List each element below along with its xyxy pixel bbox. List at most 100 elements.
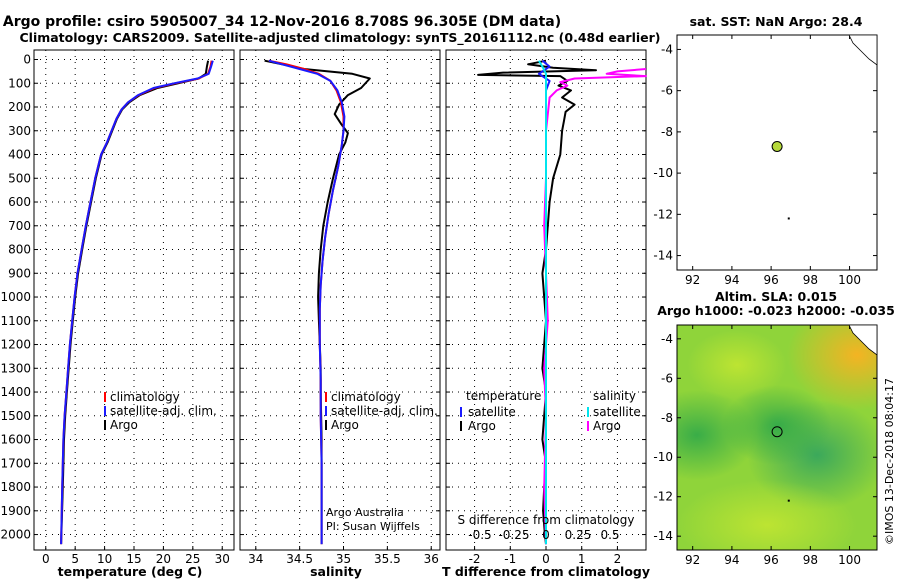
sla-low	[722, 385, 832, 465]
credit-line: PI: Susan Wijffels	[326, 520, 420, 533]
map-lat-label: -14	[653, 529, 673, 543]
map-lon-label: 100	[838, 553, 861, 567]
map-lat-label: -12	[653, 490, 673, 504]
x-axis-label: T difference from climatology	[442, 564, 650, 579]
map-frame	[676, 324, 878, 551]
y-tick-label: 700	[8, 219, 31, 233]
series-line	[543, 68, 647, 545]
y-tick-label: 1100	[0, 314, 31, 328]
y-tick-label: 1900	[0, 504, 31, 518]
series-line	[477, 59, 597, 545]
x-tick-label: 30	[215, 552, 230, 566]
x-tick-label: 0	[42, 552, 50, 566]
y-tick-label: 800	[8, 243, 31, 257]
sla-field	[677, 325, 877, 550]
y-tick-label: 500	[8, 171, 31, 185]
profile-panels: 0 5 10 15 20 25 300100200300400500600700800900…	[0, 49, 650, 579]
map-frame	[676, 34, 878, 271]
float-marker	[771, 140, 783, 152]
credit-line: Argo Australia	[326, 506, 404, 519]
y-tick-label: 1300	[0, 361, 31, 375]
legend-heading: temperature	[466, 389, 541, 403]
sla-title: Altim. SLA: 0.015	[715, 289, 837, 304]
map-lon-label: 98	[803, 273, 818, 287]
x-tick-label: 34	[248, 552, 263, 566]
legend-label: Argo	[331, 418, 359, 432]
map-lat-label: -12	[653, 207, 673, 221]
legend-label: climatology	[331, 390, 401, 404]
series-line	[268, 59, 345, 545]
x-tick-label: 25	[185, 552, 200, 566]
x-tick-label: 2	[614, 552, 622, 566]
y-tick-label: 100	[8, 76, 31, 90]
x-tick-label: 20	[156, 552, 171, 566]
legend-label: satellite-adj. clim.	[331, 404, 438, 418]
y-tick-label: 300	[8, 124, 31, 138]
y-tick-label: 600	[8, 195, 31, 209]
sla-subtitle: Argo h1000: -0.023 h2000: -0.035	[657, 303, 895, 318]
x-tick-label: -2	[469, 552, 481, 566]
legend-label: Argo	[593, 419, 621, 433]
x-tick-label: 35	[336, 552, 351, 566]
series-line	[60, 60, 213, 545]
map-lon-label: 100	[838, 273, 861, 287]
legend-heading: salinity	[593, 389, 636, 403]
x-tick-label: 35.5	[374, 552, 401, 566]
x-tick-label: 36	[424, 552, 439, 566]
s-axis-label: S difference from climatology	[458, 513, 635, 527]
legend-label: Argo	[110, 418, 138, 432]
map-lat-label: -4	[661, 42, 673, 56]
map-lon-label: 92	[685, 553, 700, 567]
map-lat-label: -14	[653, 249, 673, 263]
panel-difference: -2 -1 0 1 2T difference from climatology	[442, 49, 650, 579]
float-marker	[771, 426, 783, 438]
figure-title: Argo profile: csiro 5905007_34 12-Nov-20…	[3, 14, 561, 30]
y-tick-label: 900	[8, 266, 31, 280]
x-tick-label: 5	[71, 552, 79, 566]
s-tick-label: 0.25	[565, 528, 592, 542]
coastline	[848, 34, 878, 66]
watermark: ©IMOS 13-Dec-2018 08:04:17	[883, 378, 896, 545]
legend-label: Argo	[468, 419, 496, 433]
panel-frame	[239, 49, 441, 551]
y-tick-label: 1800	[0, 480, 31, 494]
map-lat-label: -4	[661, 332, 673, 346]
y-tick-label: 1000	[0, 290, 31, 304]
y-tick-label: 1200	[0, 338, 31, 352]
sla-map: -4 -6 -8 -10 -12 -14 92 94 96 98 100	[653, 324, 878, 567]
map-lon-label: 96	[763, 273, 778, 287]
sla-high	[787, 325, 877, 410]
map-lat-label: -8	[661, 125, 673, 139]
y-tick-label: 1700	[0, 456, 31, 470]
sla-mid	[677, 480, 857, 550]
y-tick-label: 200	[8, 100, 31, 114]
map-lat-label: -6	[661, 371, 673, 385]
s-tick-label: -0.5	[468, 528, 491, 542]
map-panels: sat. SST: NaN Argo: 28.4 -4 -6 -8 -10 -12 -14 9…	[653, 14, 895, 567]
x-tick-label: -1	[504, 552, 516, 566]
x-tick-label: 0	[542, 552, 550, 566]
map-lat-label: -10	[653, 450, 673, 464]
x-tick-label: 34.5	[286, 552, 313, 566]
map-lon-label: 92	[685, 273, 700, 287]
series-line	[268, 59, 346, 545]
map-lat-label: -10	[653, 166, 673, 180]
map-lat-label: -8	[661, 411, 673, 425]
legend-label: satellite	[468, 405, 516, 419]
figure-subtitle: Climatology: CARS2009. Satellite-adjuste…	[19, 30, 660, 46]
x-tick-label: 15	[126, 552, 141, 566]
y-tick-label: 0	[23, 53, 31, 67]
sla-mid	[687, 330, 787, 400]
s-tick-label: 0.5	[600, 528, 619, 542]
sst-map-title: sat. SST: NaN Argo: 28.4	[690, 14, 863, 29]
map-lon-label: 94	[724, 273, 739, 287]
series-line	[538, 60, 547, 545]
map-lat-label: -6	[661, 84, 673, 98]
legend-label: climatology	[110, 390, 180, 404]
series-line	[60, 60, 210, 545]
y-tick-label: 1500	[0, 409, 31, 423]
y-tick-label: 2000	[0, 528, 31, 542]
series-line	[60, 60, 214, 545]
